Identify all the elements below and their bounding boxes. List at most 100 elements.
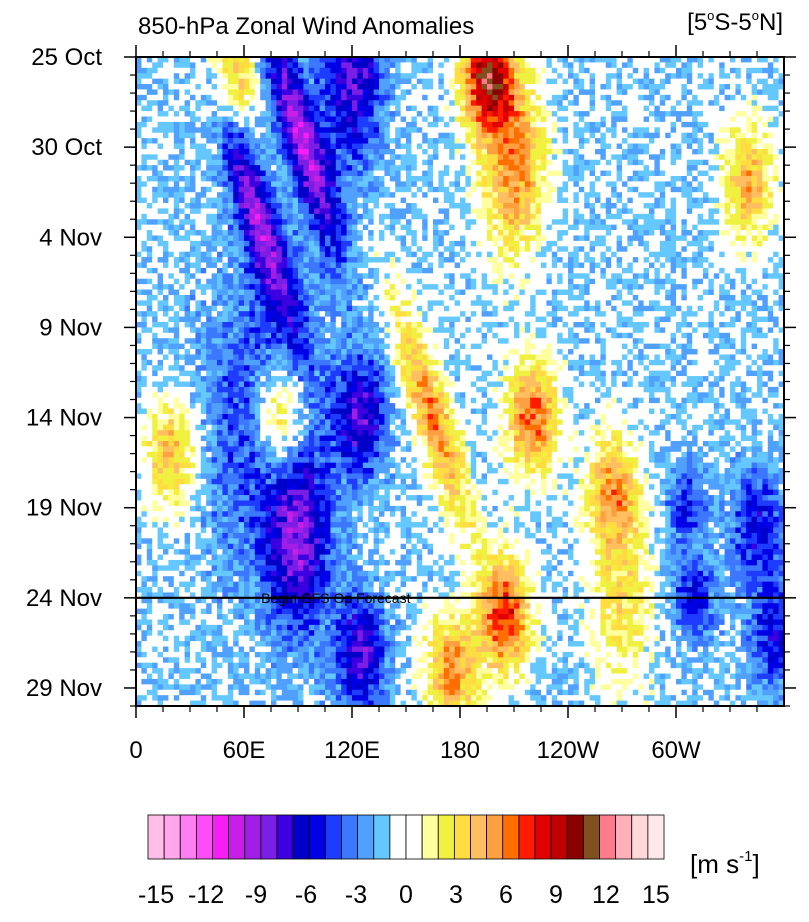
- field-cell: [476, 154, 483, 161]
- field-cell: [665, 273, 672, 280]
- field-cell: [659, 224, 666, 231]
- field-cell: [605, 116, 612, 123]
- field-cell: [173, 73, 180, 80]
- field-cell: [200, 111, 207, 118]
- field-cell: [568, 267, 574, 274]
- field-cell: [254, 100, 261, 107]
- field-cell: [206, 208, 213, 215]
- field-cell: [492, 132, 499, 139]
- field-cell: [443, 175, 450, 182]
- field-cell: [292, 203, 299, 210]
- field-cell: [146, 159, 153, 166]
- field-cell: [168, 138, 175, 145]
- field-cell: [362, 94, 369, 101]
- field-cell: [152, 224, 159, 231]
- field-cell: [589, 219, 596, 226]
- field-cell: [589, 203, 596, 210]
- field-cell: [357, 127, 364, 134]
- field-cell: [308, 89, 315, 96]
- field-cell: [416, 94, 423, 101]
- field-cell: [713, 154, 720, 161]
- field-cell: [514, 197, 520, 204]
- field-cell: [643, 111, 650, 118]
- field-cell: [541, 267, 547, 274]
- field-cell: [497, 143, 504, 150]
- field-cell: [368, 186, 375, 193]
- field-cell: [168, 197, 175, 204]
- field-cell: [470, 235, 477, 242]
- field-cell: [179, 89, 186, 96]
- field-cell: [373, 251, 380, 258]
- field-cell: [773, 127, 780, 134]
- field-cell: [319, 257, 326, 264]
- field-cell: [454, 230, 461, 237]
- field-cell: [541, 111, 547, 118]
- field-cell: [735, 159, 742, 166]
- field-cell: [703, 116, 709, 123]
- field-cell: [600, 203, 607, 210]
- field-cell: [708, 197, 715, 204]
- field-cell: [395, 219, 402, 226]
- field-cell: [287, 138, 294, 145]
- field-cell: [546, 138, 553, 145]
- field-cell: [433, 208, 439, 215]
- field-cell: [427, 165, 434, 172]
- field-cell: [152, 213, 159, 220]
- field-cell: [735, 267, 742, 274]
- field-cell: [568, 224, 574, 231]
- field-cell: [638, 257, 645, 264]
- field-cell: [654, 230, 661, 237]
- field-cell: [352, 84, 358, 91]
- field-cell: [514, 62, 520, 69]
- field-cell: [265, 240, 272, 247]
- field-cell: [346, 230, 353, 237]
- field-cell: [389, 121, 396, 128]
- field-cell: [184, 208, 191, 215]
- field-cell: [654, 78, 661, 85]
- field-cell: [562, 203, 569, 210]
- field-cell: [541, 246, 547, 253]
- field-cell: [568, 67, 574, 74]
- field-cell: [325, 62, 331, 69]
- field-cell: [298, 230, 304, 237]
- field-cell: [319, 170, 326, 177]
- field-cell: [562, 208, 569, 215]
- field-cell: [357, 138, 364, 145]
- field-cell: [395, 273, 402, 280]
- field-cell: [379, 208, 385, 215]
- field-cell: [260, 84, 267, 91]
- field-cell: [287, 89, 294, 96]
- field-cell: [578, 246, 585, 253]
- field-cell: [416, 213, 423, 220]
- field-cell: [740, 213, 747, 220]
- field-cell: [406, 100, 412, 107]
- field-cell: [546, 240, 553, 247]
- field-cell: [508, 73, 515, 80]
- field-cell: [373, 127, 380, 134]
- field-cell: [406, 257, 412, 264]
- field-cell: [227, 148, 234, 155]
- field-cell: [670, 143, 677, 150]
- field-cell: [352, 78, 358, 85]
- field-cell: [443, 84, 450, 91]
- field-cell: [654, 235, 661, 242]
- field-cell: [438, 57, 445, 64]
- field-cell: [535, 235, 542, 242]
- field-cell: [757, 267, 763, 274]
- field-cell: [141, 186, 148, 193]
- field-cell: [352, 138, 358, 145]
- field-cell: [584, 230, 591, 237]
- field-cell: [200, 273, 207, 280]
- field-cell: [449, 84, 456, 91]
- field-cell: [778, 111, 784, 118]
- field-cell: [535, 186, 542, 193]
- field-cell: [762, 213, 769, 220]
- field-cell: [352, 246, 358, 253]
- field-cell: [384, 57, 391, 64]
- field-cell: [692, 235, 699, 242]
- field-cell: [622, 186, 628, 193]
- field-cell: [503, 246, 510, 253]
- field-cell: [298, 273, 304, 280]
- field-cell: [713, 251, 720, 258]
- field-cell: [514, 138, 520, 145]
